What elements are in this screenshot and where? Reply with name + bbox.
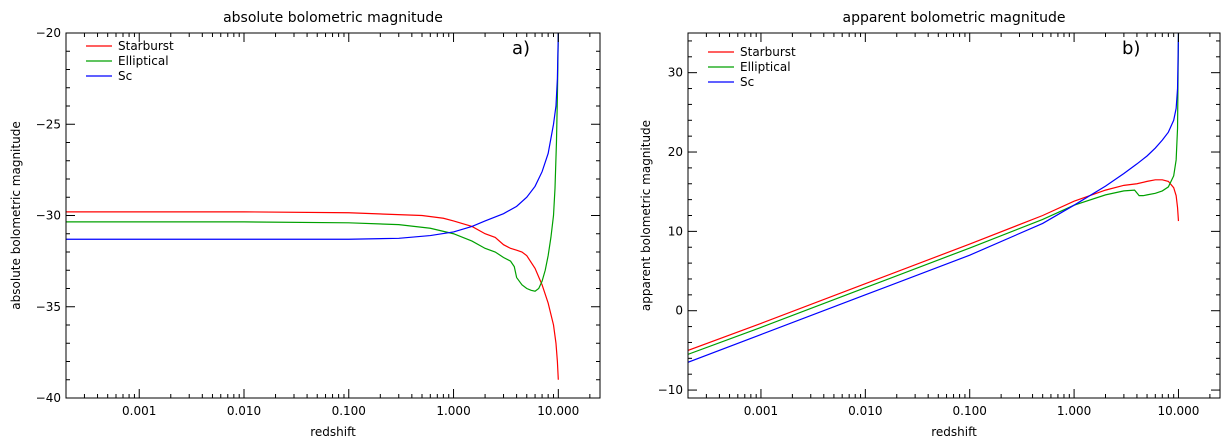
- panel-label: a): [512, 38, 530, 59]
- x-tick-label: 10.000: [537, 404, 579, 418]
- y-tick-label: 0: [675, 304, 683, 318]
- series-line-sc: [688, 33, 1180, 363]
- y-tick-label: 10: [668, 224, 683, 238]
- legend-label: Starburst: [740, 45, 796, 59]
- series-line-starburst: [688, 179, 1180, 351]
- x-tick-label: 0.010: [848, 404, 882, 418]
- y-tick-label: 20: [668, 145, 683, 159]
- x-tick-label: 0.001: [122, 404, 156, 418]
- panel-label: b): [1122, 38, 1140, 59]
- series-line-elliptical: [66, 33, 559, 292]
- series-line-elliptical: [688, 33, 1180, 355]
- x-tick-label: 1.000: [436, 404, 470, 418]
- y-tick-label: −25: [36, 117, 61, 131]
- x-tick-label: 0.100: [953, 404, 987, 418]
- plot-frame: [65, 32, 601, 399]
- chart-panel-a: 0.001 0.010 0.100 1.000 10.000 −40 −35 −30 −25 −2…: [9, 10, 601, 439]
- x-tick-label: 1.000: [1057, 404, 1091, 418]
- y-tick-label: −10: [658, 383, 683, 397]
- y-axis-label: apparent bolometric magnitude: [639, 120, 653, 311]
- chart-title: absolute bolometric magnitude: [223, 10, 443, 26]
- x-axis-label: redshift: [310, 425, 356, 439]
- legend-label: Elliptical: [740, 60, 791, 74]
- x-tick-label: 0.001: [744, 404, 778, 418]
- legend-label: Sc: [740, 75, 754, 89]
- x-tick-label: 0.100: [332, 404, 366, 418]
- y-tick-label: −40: [36, 391, 61, 405]
- x-tick-label: 0.010: [227, 404, 261, 418]
- legend-label: Starburst: [118, 39, 174, 53]
- series-line-sc: [66, 33, 559, 240]
- series-line-starburst: [66, 211, 559, 380]
- legend-label: Sc: [118, 69, 132, 83]
- legend-label: Elliptical: [118, 54, 169, 68]
- plot-frame: [687, 32, 1221, 399]
- chart-panel-b: 0.001 0.010 0.100 1.000 10.000 −10 0 10 20 30 appa…: [639, 10, 1221, 439]
- x-tick-label: 10.000: [1157, 404, 1199, 418]
- y-tick-label: −20: [36, 26, 61, 40]
- chart-title: apparent bolometric magnitude: [843, 10, 1066, 26]
- x-axis-label: redshift: [931, 425, 977, 439]
- y-tick-label: −35: [36, 300, 61, 314]
- y-tick-label: 30: [668, 66, 683, 80]
- y-axis-label: absolute bolometric magnitude: [9, 121, 23, 309]
- y-tick-label: −30: [36, 209, 61, 223]
